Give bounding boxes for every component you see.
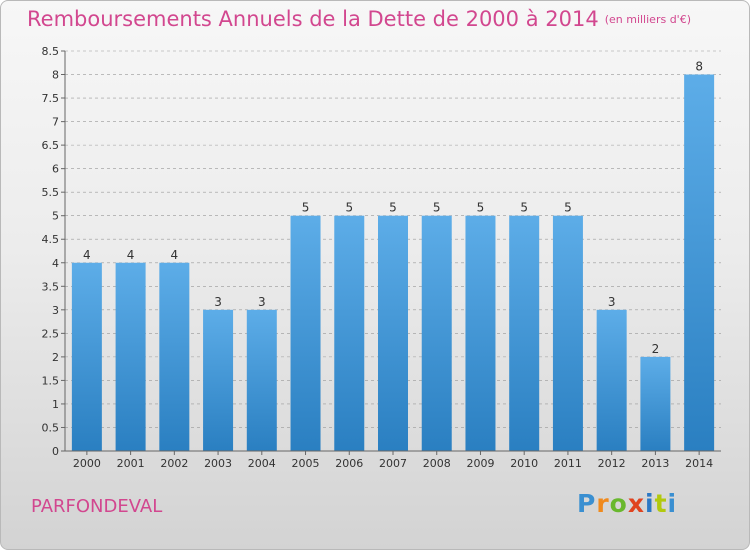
data-label-2009: 5	[477, 201, 485, 215]
y-tick-label: 1.5	[42, 374, 60, 387]
bar-2009	[465, 215, 496, 451]
x-tick-label: 2009	[466, 457, 494, 470]
y-tick-label: 2.5	[42, 327, 60, 340]
x-tick-label: 2003	[204, 457, 232, 470]
logo-letter: x	[627, 489, 645, 518]
bar-2014	[684, 74, 715, 451]
x-tick-label: 2010	[510, 457, 538, 470]
y-tick-label: 5.5	[42, 186, 60, 199]
x-tick-label: 2007	[379, 457, 407, 470]
bar-2010	[509, 215, 540, 451]
y-tick-label: 6	[52, 163, 59, 176]
chart-title: Remboursements Annuels de la Dette de 20…	[27, 7, 691, 31]
y-tick-label: 6.5	[42, 139, 60, 152]
y-tick-label: 2	[52, 351, 59, 364]
data-label-2005: 5	[302, 201, 310, 215]
x-tick-label: 2014	[685, 457, 713, 470]
y-tick-label: 3	[52, 304, 59, 317]
x-tick-label: 2000	[73, 457, 101, 470]
y-tick-label: 8	[52, 69, 59, 82]
x-tick-label: 2004	[248, 457, 276, 470]
data-label-2000: 4	[83, 248, 91, 262]
chart-title-text: Remboursements Annuels de la Dette de 20…	[27, 7, 599, 31]
y-tick-label: 8.5	[42, 45, 60, 58]
place-name: PARFONDEVAL	[31, 496, 163, 517]
y-tick-label: 4	[52, 257, 59, 270]
y-tick-label: 0.5	[42, 421, 60, 434]
data-label-2001: 4	[127, 248, 135, 262]
bar-2012	[596, 309, 627, 451]
y-axis-ticks: 0 0.5 1 1.5 2 2.5 3 3.5 4 4.5 5 5.5 6 6.5 7 7.5 8 8.5	[42, 45, 65, 458]
bars: 4 4 4 3 3 5 5 5 5 5 5 5 3 2 8	[71, 60, 715, 451]
logo-letter: i	[667, 489, 678, 518]
data-label-2004: 3	[258, 295, 266, 309]
logo-letter: r	[596, 489, 610, 518]
bar-2007	[378, 215, 408, 451]
logo-letter: i	[645, 489, 655, 518]
y-tick-label: 5	[52, 210, 59, 223]
proxiti-logo: Proxiti	[577, 489, 677, 518]
bar-2013	[640, 356, 671, 451]
data-label-2013: 2	[652, 342, 660, 356]
y-tick-label: 7	[52, 116, 59, 129]
bar-2001	[115, 262, 146, 451]
x-tick-label: 2001	[117, 457, 145, 470]
data-label-2012: 3	[608, 295, 616, 309]
logo-letter: P	[577, 489, 597, 518]
data-label-2010: 5	[520, 201, 528, 215]
y-tick-label: 3.5	[42, 280, 60, 293]
bar-2011	[552, 215, 583, 451]
y-tick-label: 4.5	[42, 233, 60, 246]
x-tick-label: 2013	[641, 457, 669, 470]
bar-2005	[290, 215, 321, 451]
data-label-2003: 3	[214, 295, 222, 309]
data-label-2011: 5	[564, 201, 572, 215]
data-label-2002: 4	[171, 248, 179, 262]
x-tick-label: 2005	[292, 457, 320, 470]
bar-2006	[334, 215, 365, 451]
x-tick-label: 2002	[160, 457, 188, 470]
data-label-2007: 5	[389, 201, 397, 215]
x-tick-label: 2012	[598, 457, 626, 470]
x-tick-label: 2008	[423, 457, 451, 470]
chart-unit: (en milliers d'€)	[604, 13, 691, 26]
data-label-2014: 8	[695, 60, 703, 74]
y-tick-label: 7.5	[42, 92, 60, 105]
bar-2003	[203, 309, 234, 451]
bar-2008	[421, 215, 452, 451]
y-tick-label: 0	[52, 445, 59, 458]
logo-letter: o	[609, 489, 628, 518]
data-label-2008: 5	[433, 201, 441, 215]
x-axis-ticks: 2000 2001 2002 2003 2004 2005 2006 2007 2008 2009…	[73, 451, 713, 470]
bar-2000	[71, 262, 102, 451]
bar-2004	[246, 309, 277, 451]
x-tick-label: 2011	[554, 457, 582, 470]
y-tick-label: 1	[52, 398, 59, 411]
data-label-2006: 5	[345, 201, 353, 215]
logo-letter: t	[654, 489, 668, 518]
x-tick-label: 2006	[335, 457, 363, 470]
bar-2002	[159, 262, 190, 451]
